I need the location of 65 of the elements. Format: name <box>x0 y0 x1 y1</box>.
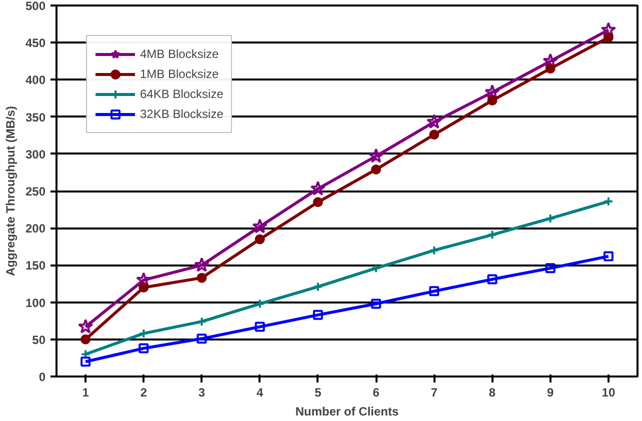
point <box>254 234 265 244</box>
x-tick-label: 6 <box>372 386 380 400</box>
point <box>78 318 94 334</box>
legend-label: 32KB Blocksize <box>140 107 224 121</box>
y-tick-label: 350 <box>25 110 46 124</box>
point <box>484 84 500 99</box>
point <box>138 343 149 354</box>
x-tick-label: 10 <box>602 386 616 400</box>
y-tick-label: 100 <box>25 296 46 310</box>
y-tick-label: 500 <box>25 0 46 13</box>
x-tick-label: 2 <box>140 386 148 400</box>
point <box>487 95 498 106</box>
point <box>138 328 149 338</box>
point <box>603 32 614 42</box>
point <box>545 213 556 224</box>
point <box>429 245 440 256</box>
point <box>371 298 382 309</box>
y-tick-label: 200 <box>25 222 46 236</box>
point <box>80 334 91 344</box>
y-axis-title: Aggregate Throughput (MB/s) <box>3 106 18 276</box>
x-tick-label: 5 <box>314 386 322 400</box>
point <box>312 197 323 208</box>
point <box>312 282 323 292</box>
point <box>600 22 616 37</box>
legend-label: 1MB Blocksize <box>140 67 219 81</box>
point <box>310 180 326 196</box>
y-tick-label: 250 <box>25 184 46 198</box>
y-tick-label: 450 <box>25 36 46 50</box>
y-tick-label: 50 <box>32 332 46 347</box>
point <box>254 322 265 332</box>
point <box>603 251 614 262</box>
point <box>196 272 207 283</box>
x-tick-label: 7 <box>430 386 438 400</box>
point <box>136 272 152 287</box>
point <box>371 164 382 174</box>
y-tick-label: 150 <box>25 258 46 273</box>
point <box>371 263 382 274</box>
point <box>545 64 556 74</box>
point <box>429 130 440 140</box>
legend-label: 64KB Blocksize <box>140 87 224 101</box>
point <box>368 148 384 163</box>
point <box>429 286 440 296</box>
x-tick-label: 4 <box>256 386 264 400</box>
point <box>196 316 207 327</box>
point <box>196 334 207 344</box>
point <box>487 230 498 240</box>
y-tick-label: 0 <box>38 370 46 384</box>
point <box>80 356 91 367</box>
x-axis-title: Number of Clients <box>295 404 399 418</box>
point <box>487 274 498 284</box>
x-tick-label: 1 <box>82 386 90 400</box>
x-tick-label: 9 <box>547 386 554 400</box>
point <box>194 257 210 272</box>
x-tick-label: 3 <box>198 386 206 400</box>
legend-label: 4MB Blocksize <box>140 47 219 61</box>
y-tick-label: 300 <box>25 147 46 162</box>
point <box>426 114 442 129</box>
point <box>312 310 323 320</box>
point <box>542 53 558 68</box>
point <box>252 218 268 234</box>
y-tick-label: 400 <box>25 73 46 88</box>
x-tick-label: 8 <box>488 386 496 400</box>
point <box>138 282 149 292</box>
point <box>545 263 556 274</box>
point <box>254 298 265 309</box>
